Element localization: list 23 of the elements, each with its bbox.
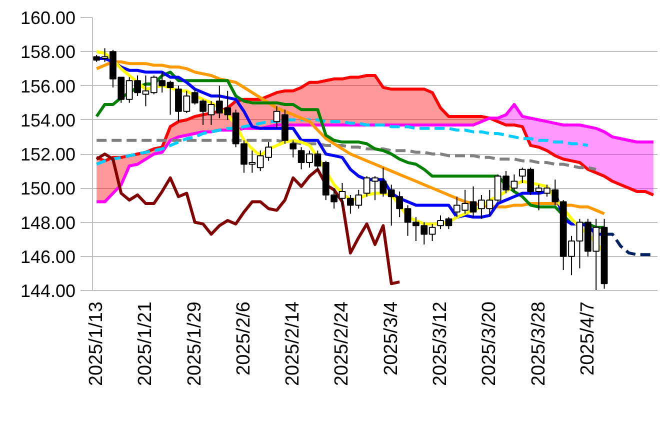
y-tick-label: 146.00 [20,246,76,267]
x-tick-label: 2025/4/7 [577,301,598,376]
y-tick-label: 152.00 [20,144,76,164]
x-tick-label: 2025/2/14 [282,301,304,386]
line-series [95,138,598,171]
x-tick-label: 2025/3/20 [479,301,500,386]
y-tick-label: 154.00 [20,110,76,130]
line-series [95,152,402,286]
x-tick-label: 2025/1/29 [184,301,206,386]
x-tick-label: 2025/3/4 [380,301,402,376]
x-tick-label: 2025/3/28 [528,301,550,386]
candlestick [290,140,297,158]
x-tick-label: 2025/2/6 [233,301,254,376]
y-tick-label: 156.00 [20,76,76,96]
x-tick-label: 2025/2/24 [332,301,353,386]
y-tick-label: 150.00 [20,178,76,199]
y-tick-label: 148.00 [20,212,76,233]
x-tick-label: 2025/1/21 [135,301,156,386]
y-tick-label: 160.00 [20,8,76,28]
y-tick-label: 158.00 [20,42,76,62]
x-tick-label: 2025/1/13 [86,301,108,386]
y-tick-label: 144.00 [20,281,76,301]
x-tick-label: 2025/3/12 [430,301,452,386]
